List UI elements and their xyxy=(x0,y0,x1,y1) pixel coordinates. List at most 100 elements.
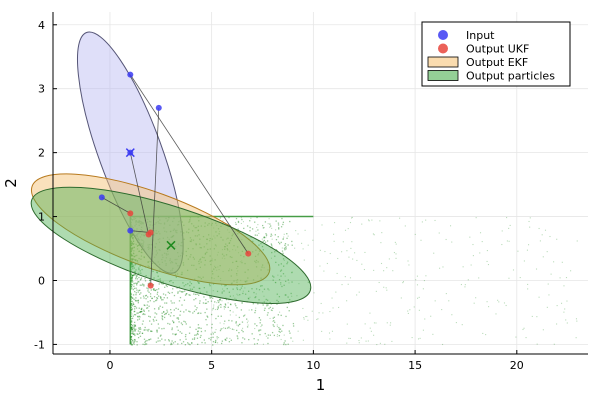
particle-point xyxy=(358,291,360,293)
particle-point xyxy=(323,270,325,272)
particle-point xyxy=(183,320,185,323)
particle-point xyxy=(157,337,159,339)
particle-point xyxy=(364,251,366,253)
particle-point xyxy=(168,280,171,283)
particle-point xyxy=(529,226,531,228)
particle-point xyxy=(136,275,138,277)
particle-point xyxy=(227,302,229,304)
particle-point xyxy=(161,306,164,308)
particle-point xyxy=(184,290,186,292)
particle-point xyxy=(131,287,133,290)
particle-point xyxy=(363,268,365,271)
particle-point xyxy=(153,288,155,290)
particle-point xyxy=(200,327,202,330)
particle-point xyxy=(352,258,354,260)
particle-point xyxy=(274,251,276,253)
particle-point xyxy=(356,259,358,262)
particle-point xyxy=(378,281,380,284)
particle-point xyxy=(264,221,267,223)
particle-point xyxy=(512,269,515,271)
particle-point xyxy=(130,292,132,295)
particle-point xyxy=(136,300,138,302)
particle-point xyxy=(423,280,425,282)
particle-point xyxy=(130,338,133,340)
output-ukf-point xyxy=(147,282,154,289)
particle-point xyxy=(261,224,264,227)
particle-point xyxy=(144,295,147,297)
particle-point xyxy=(194,305,196,307)
particle-point xyxy=(266,314,269,316)
particle-point xyxy=(163,327,165,330)
particle-point xyxy=(258,330,260,332)
particle-point xyxy=(219,299,221,301)
particle-point xyxy=(386,322,388,324)
particle-point xyxy=(234,297,236,299)
particle-point xyxy=(553,343,555,345)
particle-point xyxy=(232,295,234,297)
particle-point xyxy=(131,300,133,303)
particle-point xyxy=(373,269,375,271)
particle-point xyxy=(311,310,313,312)
particle-point xyxy=(220,304,222,306)
particle-point xyxy=(170,312,172,314)
particle-point xyxy=(181,323,184,326)
particle-point xyxy=(237,337,239,340)
particle-point xyxy=(159,280,162,282)
particle-point xyxy=(235,305,237,307)
particle-point xyxy=(158,307,160,309)
particle-point xyxy=(157,295,160,297)
particle-point xyxy=(302,307,304,310)
particle-point xyxy=(151,330,153,333)
particle-point xyxy=(237,220,240,223)
particle-point xyxy=(281,330,283,332)
particle-point xyxy=(205,299,207,301)
particle-point xyxy=(133,333,136,335)
particle-point xyxy=(130,281,133,283)
particle-point xyxy=(399,217,401,219)
particle-point xyxy=(152,270,154,273)
particle-point xyxy=(243,338,246,340)
particle-point xyxy=(207,301,209,303)
particle-point xyxy=(461,324,463,326)
particle-point xyxy=(146,304,148,306)
particle-point xyxy=(212,331,214,333)
x-axis-label: 1 xyxy=(316,376,326,394)
particle-point xyxy=(219,329,222,332)
particle-point xyxy=(385,287,387,289)
particle-point xyxy=(281,285,283,288)
particle-point xyxy=(486,301,488,303)
particle-point xyxy=(208,337,210,340)
particle-point xyxy=(258,317,261,319)
particle-point xyxy=(165,313,167,315)
particle-point xyxy=(282,238,284,240)
particle-point xyxy=(283,259,285,261)
particle-point xyxy=(130,323,132,326)
particle-point xyxy=(139,331,141,333)
particle-point xyxy=(478,277,480,279)
particle-point xyxy=(386,267,388,269)
particle-point xyxy=(284,294,286,296)
particle-point xyxy=(331,330,334,332)
particle-point xyxy=(221,340,224,342)
particle-point xyxy=(535,268,538,270)
legend-label: Output EKF xyxy=(466,56,528,69)
particle-point xyxy=(231,328,234,330)
particle-point xyxy=(196,332,199,335)
particle-point xyxy=(271,246,273,248)
particle-point xyxy=(531,315,533,317)
particle-point xyxy=(505,304,507,307)
particle-point xyxy=(198,327,201,329)
particle-point xyxy=(209,297,211,299)
particle-point xyxy=(156,330,158,332)
particle-point xyxy=(260,325,262,328)
particle-point xyxy=(284,249,286,251)
particle-point xyxy=(247,320,249,322)
particle-point xyxy=(134,270,136,273)
particle-point xyxy=(332,307,334,309)
particle-point xyxy=(150,330,152,332)
particle-point xyxy=(266,240,269,242)
particle-point xyxy=(161,317,163,319)
particle-point xyxy=(131,339,133,342)
particle-point xyxy=(356,294,358,296)
particle-point xyxy=(224,327,227,330)
